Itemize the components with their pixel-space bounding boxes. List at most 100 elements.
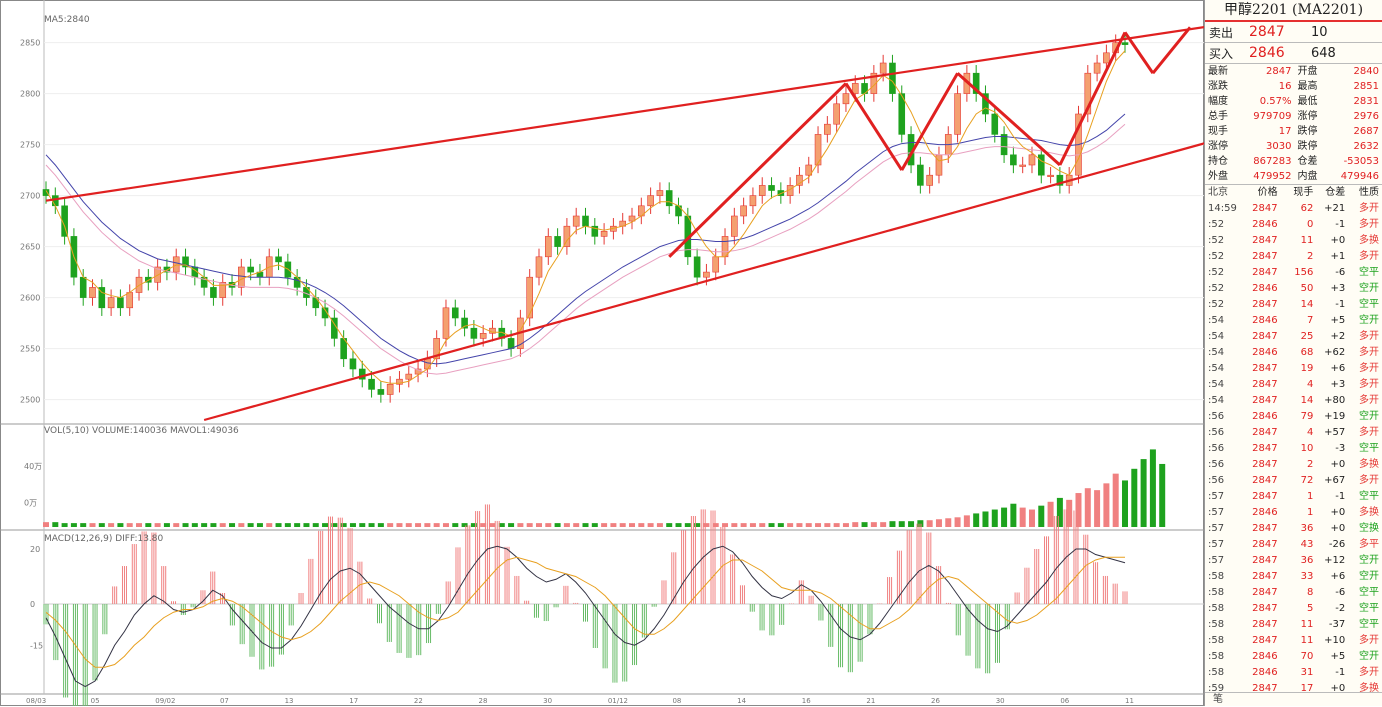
tick-row[interactable]: :57 2846 1 +0 多换 bbox=[1205, 505, 1382, 521]
tick-row[interactable]: :54 2846 68 +62 多开 bbox=[1205, 345, 1382, 361]
tick-p: 2847 bbox=[1252, 619, 1278, 630]
tick-row[interactable]: :58 2847 11 +10 多开 bbox=[1205, 633, 1382, 649]
tick-row[interactable]: :58 2847 11 -37 空平 bbox=[1205, 617, 1382, 633]
tick-row[interactable]: :56 2847 72 +67 多开 bbox=[1205, 473, 1382, 489]
tick-oi: +0 bbox=[1330, 459, 1346, 470]
tick-v: 79 bbox=[1300, 411, 1314, 422]
tick-row[interactable]: :52 2847 2 +1 多开 bbox=[1205, 249, 1382, 265]
tick-n: 空开 bbox=[1359, 283, 1379, 294]
tick-row[interactable]: :52 2847 11 +0 多换 bbox=[1205, 233, 1382, 249]
candle-body bbox=[647, 195, 654, 207]
tick-row[interactable]: :56 2846 79 +19 空开 bbox=[1205, 409, 1382, 425]
tick-v: 8 bbox=[1307, 587, 1314, 598]
volume-bar bbox=[340, 523, 347, 527]
sell-label: 卖出 bbox=[1209, 25, 1234, 40]
volume-bar bbox=[424, 523, 431, 527]
volume-bar bbox=[954, 517, 961, 527]
volume-bar bbox=[154, 523, 161, 527]
candlestick-chart[interactable]: 2850 2800 2750 2700 2650 2600 2550 2500 40万 0万 20 0… bbox=[0, 0, 1204, 706]
candle-body bbox=[628, 215, 636, 222]
candle-body bbox=[172, 256, 180, 273]
tick-row[interactable]: 14:59 2847 62 +21 多开 bbox=[1205, 201, 1382, 217]
volume-bar bbox=[1010, 503, 1017, 527]
tick-row[interactable]: :57 2847 43 -26 多平 bbox=[1205, 537, 1382, 553]
tick-row[interactable]: :58 2846 31 -1 多开 bbox=[1205, 665, 1382, 681]
tick-oi: -3 bbox=[1335, 443, 1346, 454]
tick-row[interactable]: :54 2847 14 +80 多开 bbox=[1205, 393, 1382, 409]
tick-t: :54 bbox=[1208, 331, 1225, 342]
stat-row: 持仓 867283 仓差 -53053 bbox=[1205, 154, 1382, 169]
ma-slow-line bbox=[45, 113, 1126, 365]
tick-row[interactable]: :52 2847 156 -6 空平 bbox=[1205, 265, 1382, 281]
tick-row[interactable]: :58 2847 33 +6 空开 bbox=[1205, 569, 1382, 585]
volume-bar bbox=[917, 520, 924, 527]
tick-row[interactable]: :56 2847 2 +0 多换 bbox=[1205, 457, 1382, 473]
volume-bar bbox=[647, 523, 654, 527]
volume-bar bbox=[126, 523, 133, 527]
tick-row[interactable]: :56 2847 10 -3 空平 bbox=[1205, 441, 1382, 457]
tick-row[interactable]: :57 2847 1 -1 空平 bbox=[1205, 489, 1382, 505]
volume-bar bbox=[433, 523, 440, 527]
tick-row[interactable]: :54 2847 4 +3 多开 bbox=[1205, 377, 1382, 393]
stat-v1: 867283 bbox=[1253, 156, 1292, 167]
tick-row[interactable]: :54 2847 25 +2 多开 bbox=[1205, 329, 1382, 345]
volume-bar bbox=[43, 522, 49, 527]
volume-bar bbox=[619, 523, 626, 527]
volume-bar bbox=[377, 523, 384, 527]
tick-t: :58 bbox=[1208, 603, 1225, 614]
tick-p: 2847 bbox=[1252, 555, 1278, 566]
tick-row[interactable]: :52 2846 50 +3 空开 bbox=[1205, 281, 1382, 297]
tick-row[interactable]: :57 2847 36 +0 空换 bbox=[1205, 521, 1382, 537]
chart-area[interactable]: 2850 2800 2750 2700 2650 2600 2550 2500 40万 0万 20 0… bbox=[0, 0, 1204, 706]
volume-bar bbox=[656, 523, 663, 527]
volume-bar bbox=[842, 523, 849, 527]
tick-row[interactable]: :52 2847 14 -1 空平 bbox=[1205, 297, 1382, 313]
volume-bar bbox=[229, 523, 236, 527]
candle-body bbox=[991, 113, 999, 135]
tick-oi: -6 bbox=[1335, 267, 1346, 278]
x-tick-label: 13 bbox=[285, 697, 294, 705]
volume-bar bbox=[359, 523, 366, 527]
tick-row[interactable]: :56 2847 4 +57 多开 bbox=[1205, 425, 1382, 441]
x-tick-label: 05 bbox=[91, 697, 100, 705]
candle-body bbox=[731, 215, 738, 237]
tick-t: 14:59 bbox=[1208, 203, 1237, 214]
volume-bar bbox=[610, 523, 617, 527]
volume-bar bbox=[694, 523, 701, 527]
tick-v: 2 bbox=[1307, 459, 1314, 470]
tick-row[interactable]: :54 2846 7 +5 空开 bbox=[1205, 313, 1382, 329]
volume-bar bbox=[1140, 459, 1147, 527]
tick-row[interactable]: :59 2847 17 +0 多换 bbox=[1205, 681, 1382, 697]
tick-n: 空平 bbox=[1359, 299, 1379, 310]
tick-row[interactable]: :57 2847 36 +12 空开 bbox=[1205, 553, 1382, 569]
tick-row[interactable]: :58 2846 70 +5 空开 bbox=[1205, 649, 1382, 665]
candle-body bbox=[98, 287, 106, 309]
volume-bar bbox=[470, 523, 477, 527]
tick-oi: -2 bbox=[1335, 603, 1346, 614]
volume-bar bbox=[517, 523, 524, 527]
volume-bar bbox=[461, 523, 468, 527]
candle-body bbox=[972, 72, 980, 94]
tick-row[interactable]: :54 2847 19 +6 多开 bbox=[1205, 361, 1382, 377]
tick-row[interactable]: :58 2847 8 -6 空平 bbox=[1205, 585, 1382, 601]
candle-body bbox=[582, 215, 589, 227]
tick-v: 25 bbox=[1300, 331, 1314, 342]
tick-row[interactable]: :58 2847 5 -2 空平 bbox=[1205, 601, 1382, 617]
volume-bar bbox=[991, 509, 998, 527]
stat-v2: 2831 bbox=[1353, 96, 1379, 107]
stat-v1: 16 bbox=[1278, 81, 1292, 92]
sell-volume: 10 bbox=[1311, 24, 1328, 40]
tick-row[interactable]: :52 2846 0 -1 多开 bbox=[1205, 217, 1382, 233]
candle-body bbox=[1000, 134, 1008, 156]
volume-bar bbox=[98, 523, 105, 527]
volume-bar bbox=[201, 523, 208, 527]
candle-body bbox=[824, 123, 831, 135]
candle-body bbox=[182, 256, 189, 268]
volume-bar bbox=[889, 521, 896, 527]
tick-list[interactable]: 14:59 2847 62 +21 多开:52 2846 0 -1 多开:52 2847 11 +0 多… bbox=[1205, 201, 1382, 697]
side-footer[interactable]: 笔 bbox=[1205, 692, 1382, 706]
volume-bar bbox=[703, 523, 710, 527]
volume-y-tick: 0万 bbox=[24, 499, 37, 508]
volume-bar bbox=[498, 523, 505, 527]
volume-bar bbox=[824, 523, 831, 527]
